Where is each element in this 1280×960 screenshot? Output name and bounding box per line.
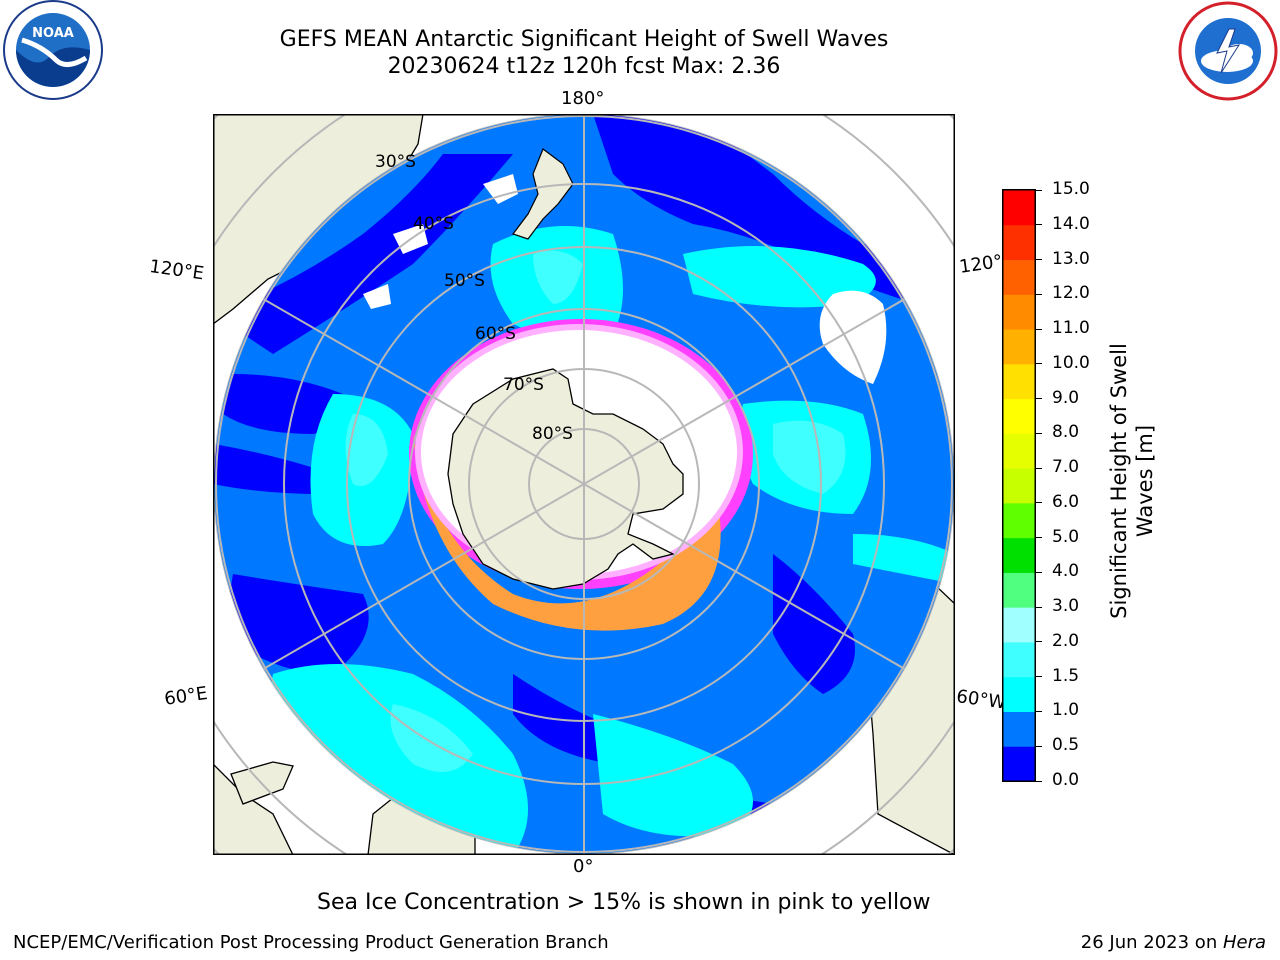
colorbar-tick-mark	[1036, 780, 1042, 782]
lat-label-60s: 60°S	[475, 324, 516, 344]
colorbar-tick-label: 12.0	[1052, 283, 1090, 304]
colorbar-tick-label: 14.0	[1052, 213, 1090, 234]
lon-label-180: 180°	[561, 88, 605, 109]
colorbar-tick-label: 9.0	[1052, 387, 1080, 408]
colorbar-segment	[1003, 607, 1035, 643]
colorbar-tick-label: 0.0	[1052, 770, 1080, 790]
lat-label-80s: 80°S	[532, 424, 573, 444]
colorbar-segment	[1003, 363, 1035, 400]
colorbar-tick-mark	[1036, 606, 1042, 608]
colorbar-tick-mark	[1036, 641, 1042, 643]
colorbar-tick-mark	[1036, 676, 1042, 678]
lon-label-0: 0°	[573, 856, 594, 877]
colorbar-tick-mark	[1036, 293, 1042, 295]
colorbar-tick-mark	[1036, 259, 1042, 261]
colorbar-tick-label: 2.0	[1052, 630, 1080, 651]
colorbar-segment	[1003, 746, 1035, 782]
lat-label-30s: 30°S	[375, 152, 416, 172]
polar-map	[213, 114, 955, 855]
lon-label-60w: 60°W	[955, 686, 1008, 714]
colorbar-tick-label: 8.0	[1052, 422, 1080, 443]
colorbar-segment	[1003, 537, 1035, 573]
title-line-1: GEFS MEAN Antarctic Significant Height o…	[279, 27, 889, 52]
colorbar-segment	[1003, 294, 1035, 330]
svg-text:NOAA: NOAA	[32, 26, 74, 41]
colorbar-segment	[1003, 190, 1035, 226]
colorbar-segment	[1003, 224, 1035, 261]
footer-branch: NCEP/EMC/Verification Post Processing Pr…	[13, 932, 609, 953]
colorbar-tick-label: 11.0	[1052, 318, 1090, 339]
colorbar-segment	[1003, 433, 1035, 469]
colorbar-tick-mark	[1036, 224, 1042, 226]
antarctica-land	[447, 368, 684, 590]
lat-label-70s: 70°S	[503, 375, 544, 395]
colorbar-tick-label: 4.0	[1052, 561, 1080, 582]
colorbar-tick-label: 1.5	[1052, 665, 1080, 686]
colorbar-tick-mark	[1036, 571, 1042, 573]
colorbar-tick-mark	[1036, 502, 1042, 504]
colorbar-tick-label: 10.0	[1052, 352, 1090, 373]
lon-label-120w: 120°	[958, 250, 1004, 278]
colorbar-segment	[1003, 711, 1035, 747]
colorbar-tick-label: 1.0	[1052, 700, 1080, 721]
nws-logo-icon	[1178, 1, 1278, 101]
colorbar-tick-mark	[1036, 467, 1042, 469]
footer-host: Hera	[1222, 932, 1266, 953]
colorbar-tick-label: 5.0	[1052, 526, 1080, 547]
colorbar-segment	[1003, 502, 1035, 539]
colorbar-tick-mark	[1036, 745, 1042, 747]
colorbar-segment	[1003, 572, 1035, 608]
colorbar-segment	[1003, 398, 1035, 434]
colorbar-segment	[1003, 259, 1035, 295]
colorbar-tick-label: 13.0	[1052, 248, 1090, 269]
colorbar-tick-mark	[1036, 537, 1042, 539]
colorbar-tick-label: 7.0	[1052, 457, 1080, 478]
colorbar-segment	[1003, 641, 1035, 678]
colorbar-tick-label: 0.5	[1052, 735, 1080, 756]
lat-label-40s: 40°S	[413, 214, 454, 234]
colorbar-tick-mark	[1036, 328, 1042, 330]
title-line-2: 20230624 t12z 120h fcst Max: 2.36	[387, 54, 781, 79]
footer-date-text: 26 Jun 2023 on	[1080, 932, 1223, 953]
colorbar-tick-mark	[1036, 710, 1042, 712]
colorbar-segment	[1003, 468, 1035, 504]
colorbar-tick-label: 6.0	[1052, 491, 1080, 512]
colorbar-segment	[1003, 329, 1035, 365]
colorbar-tick-label: 3.0	[1052, 596, 1080, 617]
colorbar-tick-mark	[1036, 363, 1042, 365]
noaa-logo-icon: NOAA	[3, 0, 103, 100]
footer-date: 26 Jun 2023 on Hera	[1081, 932, 1266, 953]
colorbar-tick-label: 15.0	[1052, 179, 1090, 199]
colorbar-tick-mark	[1036, 189, 1042, 191]
lon-label-60e: 60°E	[163, 682, 209, 710]
colorbar	[1002, 189, 1036, 782]
lon-label-120e: 120°E	[148, 256, 206, 285]
sea-ice-note: Sea Ice Concentration > 15% is shown in …	[317, 890, 931, 915]
colorbar-tick-mark	[1036, 432, 1042, 434]
lat-label-50s: 50°S	[444, 271, 485, 291]
colorbar-segment	[1003, 676, 1035, 712]
colorbar-tick-mark	[1036, 398, 1042, 400]
